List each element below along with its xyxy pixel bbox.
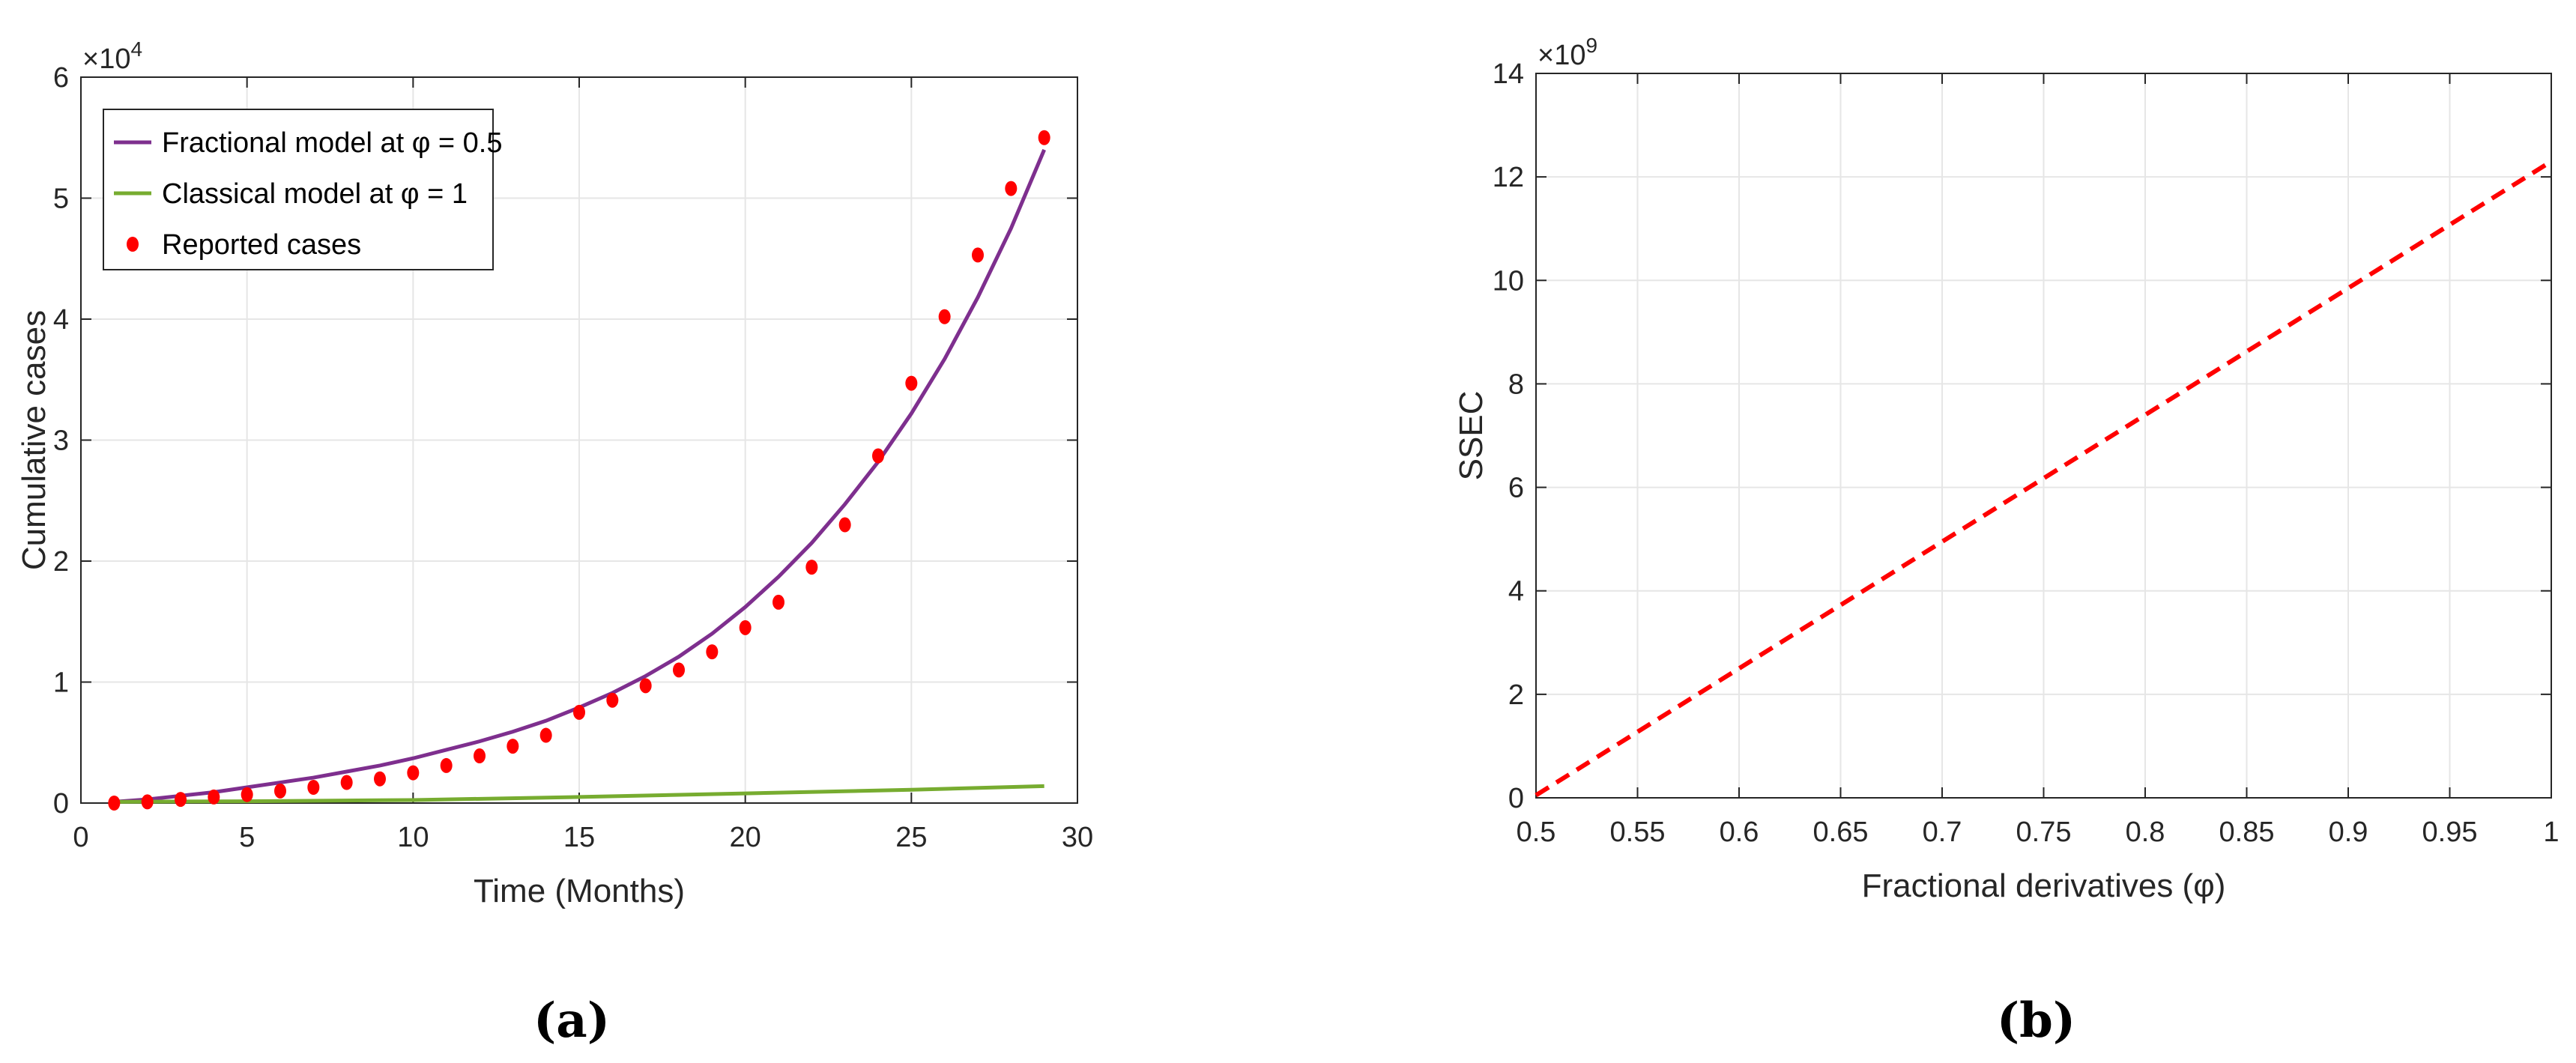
panel-a-y-axis-label: Cumulative cases: [16, 310, 52, 570]
y-tick-label: 10: [1493, 265, 1524, 297]
x-tick-label: 0.75: [2016, 817, 2072, 848]
y-tick-label: 12: [1493, 162, 1524, 193]
data-point: [175, 792, 187, 808]
panel-a-ticks: 0 5 10 15 20 25 30 0 1 2 3 4 5 6: [53, 62, 1093, 853]
series-line-0: [1535, 159, 2553, 798]
x-tick-label: 0.8: [2126, 817, 2165, 848]
y-tick-label: 3: [53, 425, 69, 457]
data-point: [241, 787, 253, 802]
x-tick-label: 20: [730, 822, 761, 853]
panel-a-chart: 0 5 10 15 20 25 30 0 1 2 3 4 5 6 ×104 Time (Months) C…: [16, 37, 1093, 1049]
y-tick-label: 4: [53, 304, 69, 336]
data-point: [208, 789, 220, 805]
data-point: [905, 375, 918, 391]
x-tick-label: 0.55: [1610, 817, 1666, 848]
data-point: [673, 662, 685, 678]
x-tick-label: 0.95: [2422, 817, 2478, 848]
x-tick-label: 0.9: [2329, 817, 2368, 848]
data-point: [1038, 130, 1050, 145]
x-tick-label: 1: [2543, 817, 2559, 848]
panel-b-series: [1535, 159, 2553, 798]
panel-a-x-axis-label: Time (Months): [474, 873, 685, 909]
x-tick-label: 0: [73, 822, 88, 853]
y-tick-label: 2: [1508, 679, 1524, 711]
y-tick-label: 6: [1508, 473, 1524, 504]
panel-a-legend: Fractional model at φ = 0.5 Classical mo…: [103, 109, 502, 270]
y-tick-label: 6: [53, 62, 69, 94]
legend-box: [103, 109, 494, 270]
legend-label-classical: Classical model at φ = 1: [162, 178, 468, 210]
data-point: [307, 780, 320, 796]
x-tick-label: 10: [397, 822, 429, 853]
legend-label-fractional: Fractional model at φ = 0.5: [162, 127, 502, 159]
y-tick-label: 1: [53, 667, 69, 699]
data-point: [972, 247, 984, 263]
y-tick-label: 5: [53, 184, 69, 215]
y-tick-label: 8: [1508, 369, 1524, 400]
data-point: [1005, 181, 1018, 196]
data-point: [407, 765, 420, 781]
y-tick-label: 0: [1508, 783, 1524, 814]
data-point: [141, 794, 154, 810]
data-point: [539, 727, 552, 743]
x-tick-label: 0.85: [2219, 817, 2275, 848]
data-point: [340, 775, 353, 790]
data-point: [739, 620, 752, 635]
panel-b-y-multiplier: ×109: [1538, 34, 1597, 71]
legend-label-reported: Reported cases: [162, 229, 361, 261]
panel-b-y-axis-label: SSEC: [1453, 391, 1490, 481]
data-point: [872, 448, 884, 464]
y-tick-label: 2: [53, 546, 69, 578]
x-tick-label: 30: [1062, 822, 1093, 853]
legend-swatch-reported: [127, 237, 139, 252]
y-tick-label: 0: [53, 788, 69, 820]
data-point: [374, 771, 386, 787]
panel-b-chart: 0.5 0.55 0.6 0.65 0.7 0.75 0.8 0.85 0.9 0.95 10246…: [1453, 34, 2560, 1049]
x-tick-label: 0.7: [1923, 817, 1962, 848]
data-point: [639, 678, 652, 694]
data-point: [507, 739, 519, 754]
y-tick-label: 14: [1493, 58, 1524, 90]
y-tick-label: 4: [1508, 576, 1524, 608]
panel-b-label: (b): [1997, 993, 2075, 1049]
panel-b-grid: [1536, 73, 2551, 798]
panel-a-series: [108, 130, 1050, 811]
x-tick-label: 0.6: [1720, 817, 1759, 848]
x-tick-label: 0.5: [1517, 817, 1556, 848]
x-tick-label: 5: [239, 822, 255, 853]
x-tick-label: 15: [563, 822, 595, 853]
x-tick-label: 25: [895, 822, 927, 853]
data-point: [274, 783, 286, 799]
data-point: [773, 594, 784, 610]
data-point: [838, 517, 851, 533]
data-point: [706, 644, 719, 660]
data-point: [440, 757, 453, 773]
panel-b-ticks: 0.5 0.55 0.6 0.65 0.7 0.75 0.8 0.85 0.9 0.95 10246…: [1493, 58, 2560, 848]
panel-b-x-axis-label: Fractional derivatives (φ): [1862, 867, 2226, 904]
data-point: [805, 560, 818, 575]
data-point: [474, 748, 486, 764]
data-point: [938, 309, 951, 324]
data-point: [573, 704, 585, 720]
data-point: [108, 796, 121, 811]
panel-a-y-multiplier: ×104: [82, 37, 142, 75]
data-point: [606, 692, 619, 708]
panel-a-label: (a): [533, 993, 610, 1049]
x-tick-label: 0.65: [1813, 817, 1869, 848]
